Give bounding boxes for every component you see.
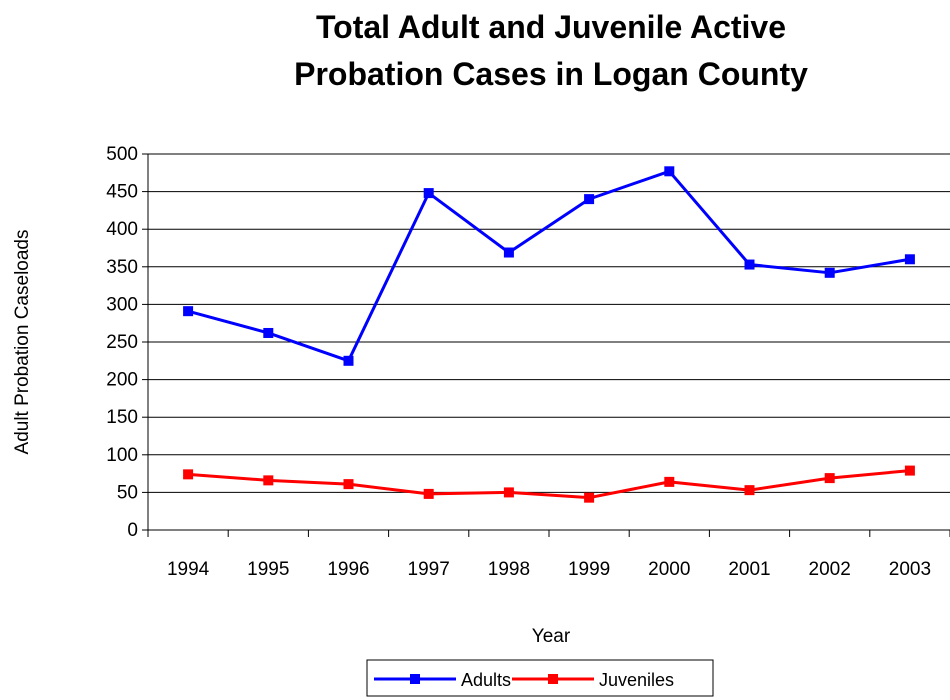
y-tick-label-150: 150 — [106, 407, 138, 428]
point-adults-1994 — [183, 306, 194, 317]
series-line-adults — [187, 169, 911, 363]
y-tick-label-450: 450 — [106, 182, 138, 203]
x-axis-label: Year — [532, 626, 571, 647]
point-adults-2002 — [824, 267, 835, 278]
chart-title-line-2: Probation Cases in Logan County — [294, 56, 808, 92]
point-juveniles-2000 — [664, 476, 675, 487]
y-tick-label-200: 200 — [106, 370, 138, 391]
y-tick-label-500: 500 — [106, 144, 138, 165]
y-tick-label-0: 0 — [127, 520, 138, 541]
y-tick-labels: 0 50 100 150 200 250 300 350 400 450 500 — [106, 144, 138, 541]
point-adults-1995 — [263, 327, 274, 338]
x-tick-label-1996: 1996 — [327, 559, 369, 580]
y-tick-label-250: 250 — [106, 332, 138, 353]
point-juveniles-1999 — [584, 492, 595, 503]
x-tick-label-2001: 2001 — [728, 559, 770, 580]
y-tick-label-100: 100 — [106, 445, 138, 466]
legend-marker-adults — [410, 674, 420, 684]
y-axis-label: Adult Probation Caseloads — [12, 230, 33, 455]
x-tick-label-1998: 1998 — [488, 559, 530, 580]
gridlines — [148, 153, 950, 493]
point-juveniles-2002 — [824, 473, 835, 484]
series-juveniles — [183, 465, 915, 503]
y-tick-label-300: 300 — [106, 294, 138, 315]
point-juveniles-1997 — [423, 488, 434, 499]
x-tick-label-2002: 2002 — [809, 559, 851, 580]
x-tick-labels: 1994 1995 1996 1997 1998 1999 2000 2001 2002 2003 — [167, 559, 931, 580]
point-adults-2000 — [664, 166, 675, 177]
point-adults-1996 — [343, 355, 354, 366]
legend-label-juveniles: Juveniles — [599, 670, 674, 690]
y-tick-label-400: 400 — [106, 219, 138, 240]
y-tick-label-50: 50 — [117, 482, 138, 503]
point-adults-2001 — [744, 259, 755, 270]
axes — [142, 153, 950, 537]
series-lines — [183, 166, 915, 503]
point-juveniles-1994 — [183, 469, 194, 480]
legend-marker-juveniles — [548, 674, 558, 684]
x-tick-label-1997: 1997 — [408, 559, 450, 580]
x-tick-label-2003: 2003 — [889, 559, 931, 580]
legend: Adults Juveniles — [366, 659, 714, 697]
x-tick-label-1995: 1995 — [247, 559, 289, 580]
legend-label-adults: Adults — [461, 670, 511, 690]
point-juveniles-1995 — [263, 475, 274, 486]
point-adults-1998 — [503, 247, 514, 258]
x-tick-label-1999: 1999 — [568, 559, 610, 580]
point-juveniles-1996 — [343, 479, 354, 490]
point-juveniles-2003 — [904, 465, 915, 476]
point-adults-1997 — [423, 188, 434, 199]
point-juveniles-1998 — [503, 487, 514, 498]
y-tick-label-350: 350 — [106, 257, 138, 278]
x-tick-label-1994: 1994 — [167, 559, 210, 580]
x-tick-label-2000: 2000 — [648, 559, 690, 580]
series-line-juveniles — [187, 469, 911, 500]
point-juveniles-2001 — [744, 485, 755, 496]
chart-title-line-1: Total Adult and Juvenile Active — [316, 9, 786, 45]
series-adults — [183, 166, 915, 366]
point-adults-1999 — [584, 194, 595, 205]
point-adults-2003 — [904, 254, 915, 265]
